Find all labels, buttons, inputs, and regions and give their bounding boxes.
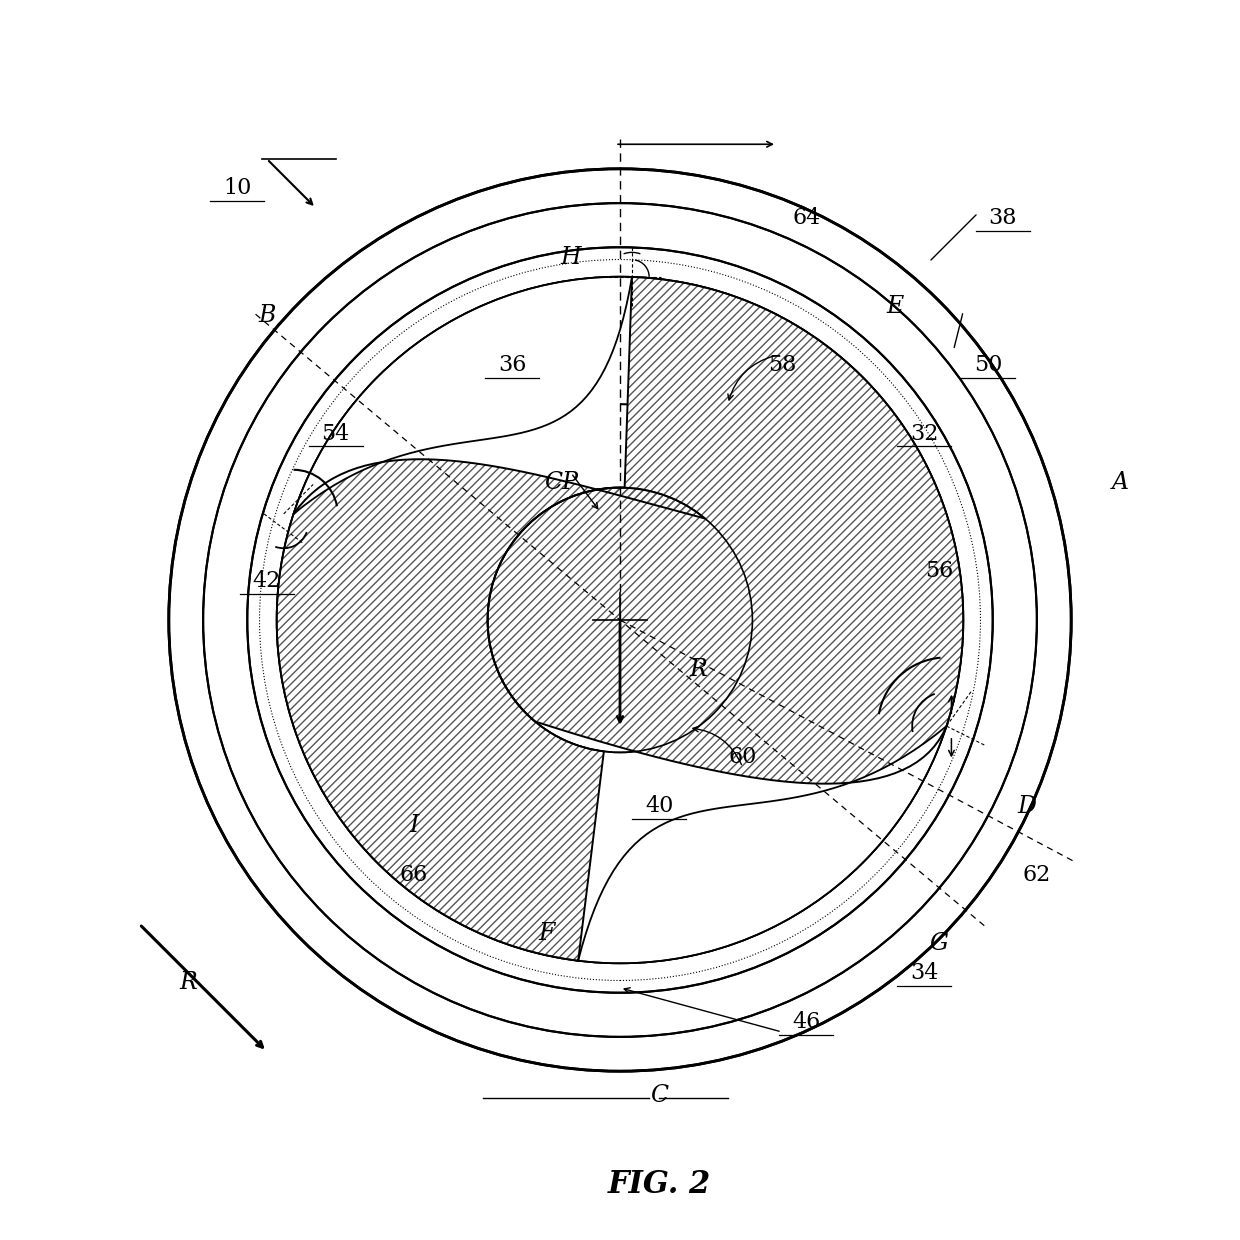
Text: B: B: [258, 305, 275, 327]
Text: 54: 54: [321, 423, 350, 445]
Text: R: R: [689, 657, 707, 681]
Text: 34: 34: [910, 962, 939, 985]
Text: 42: 42: [253, 569, 281, 591]
Text: 36: 36: [498, 353, 526, 376]
Text: 62: 62: [1023, 864, 1052, 887]
Text: 32: 32: [910, 423, 939, 445]
Text: 46: 46: [792, 1011, 821, 1033]
Text: R: R: [180, 971, 197, 994]
Text: 58: 58: [768, 353, 796, 376]
Text: 40: 40: [645, 795, 673, 817]
Text: C: C: [650, 1084, 668, 1107]
Text: 56: 56: [925, 560, 952, 582]
Text: 50: 50: [973, 353, 1002, 376]
Polygon shape: [277, 459, 706, 961]
Text: 64: 64: [792, 207, 821, 229]
Polygon shape: [578, 727, 946, 963]
Text: G: G: [929, 932, 949, 955]
Text: D: D: [1018, 795, 1037, 818]
Text: 66: 66: [399, 864, 428, 887]
Polygon shape: [294, 277, 632, 513]
Polygon shape: [487, 277, 963, 784]
Text: A: A: [1112, 471, 1128, 495]
Text: CP: CP: [544, 471, 578, 495]
Text: F: F: [538, 923, 554, 945]
Text: 38: 38: [988, 207, 1017, 229]
Text: 10: 10: [223, 177, 252, 200]
Text: H: H: [560, 246, 582, 269]
Text: I: I: [409, 815, 419, 837]
Text: FIG. 2: FIG. 2: [608, 1168, 711, 1199]
Text: E: E: [887, 295, 903, 317]
Text: 60: 60: [728, 746, 756, 769]
